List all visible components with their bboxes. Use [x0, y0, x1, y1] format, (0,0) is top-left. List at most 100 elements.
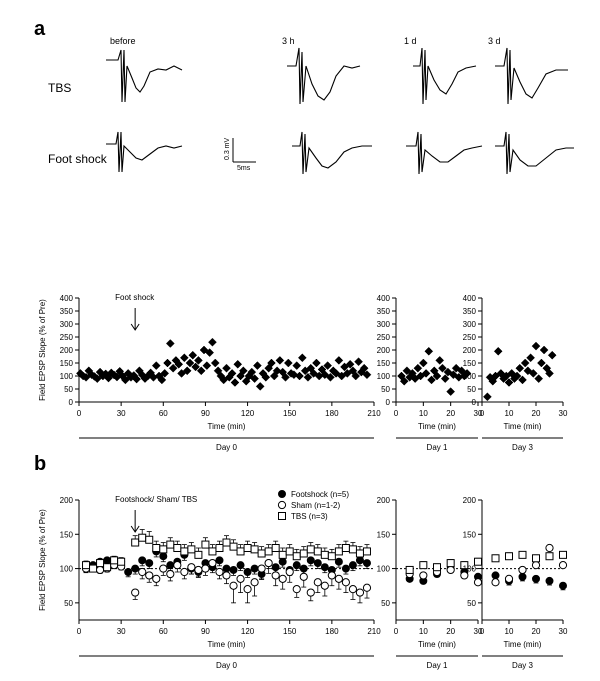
x-tick-label: 60 [159, 627, 168, 636]
data-point [250, 578, 259, 587]
data-point [292, 361, 302, 370]
data-point [215, 567, 224, 577]
x-axis-label: Time (min) [418, 422, 456, 431]
data-point [117, 557, 126, 566]
data-point [151, 361, 161, 370]
annotation-arrow-head [130, 323, 140, 331]
data-point [327, 552, 336, 561]
data-point [157, 375, 167, 385]
data-point [320, 581, 329, 590]
data-point [327, 571, 336, 580]
data-point [295, 371, 304, 381]
y-tick-label: 50 [467, 385, 476, 394]
y-tick-label: 400 [377, 294, 391, 303]
data-point [345, 359, 355, 369]
data-point [348, 561, 357, 570]
data-point [491, 554, 500, 563]
data-point [278, 557, 287, 566]
x-tick-label: 30 [117, 627, 126, 636]
data-point [138, 567, 147, 577]
data-point [239, 366, 248, 376]
x-tick-label: 20 [532, 627, 541, 636]
x-tick-label: 90 [201, 409, 210, 418]
data-point [419, 571, 428, 580]
data-point [341, 578, 351, 587]
x-tick-label: 20 [532, 409, 541, 418]
y-tick-label: 300 [377, 320, 391, 329]
data-point [275, 356, 285, 365]
data-point [559, 581, 568, 590]
data-point [229, 542, 238, 551]
data-point [320, 550, 329, 559]
chart-b-day3: 50 100 150 200 0 10 20 30 Time (min) Day 3 [463, 496, 568, 670]
data-point [96, 559, 105, 568]
chart-a-day3: 0 50 100 150 200 250 300 350 400 0 10 20 30 Time (min… [463, 294, 568, 452]
data-point [233, 359, 243, 369]
data-point [334, 574, 343, 583]
x-tick-label: 0 [480, 409, 485, 418]
annotation-arrow-head [130, 525, 140, 533]
trace-tbs-1d [413, 47, 477, 105]
data-point [222, 571, 231, 580]
trace-tbs-3d [495, 47, 568, 105]
data-point [283, 358, 293, 368]
y-axis-label: Field EPSP Slope (% of Pre) [38, 509, 47, 611]
data-point [518, 550, 527, 559]
trace-row-label-tbs: TBS [48, 81, 71, 95]
data-point [462, 369, 472, 378]
data-point [227, 369, 237, 378]
data-point [229, 565, 238, 574]
legend-label: Sham (n=1-2) [291, 501, 340, 510]
x-tick-label: 150 [283, 409, 297, 418]
data-point [348, 585, 358, 594]
y-tick-label: 50 [64, 599, 73, 608]
data-point [173, 544, 182, 552]
x-tick-label: 0 [394, 409, 399, 418]
x-tick-label: 0 [77, 627, 82, 636]
data-point [255, 382, 265, 391]
period-label: Day 1 [427, 661, 448, 670]
data-point [229, 581, 238, 590]
data-point [505, 552, 513, 561]
data-point [515, 363, 525, 373]
data-point [334, 557, 343, 566]
y-tick-label: 250 [463, 333, 477, 342]
y-tick-label: 250 [377, 333, 391, 342]
trace-col-label-before: before [110, 36, 136, 46]
data-point [418, 358, 428, 368]
data-point [201, 540, 210, 549]
x-tick-label: 0 [394, 627, 399, 636]
trace-recordings [106, 47, 574, 175]
data-point [405, 565, 414, 574]
data-point [168, 363, 178, 373]
data-point [132, 374, 141, 384]
data-point [341, 544, 350, 552]
legend-marker [277, 500, 287, 510]
data-point [201, 564, 210, 573]
data-point [166, 540, 175, 549]
data-point [491, 571, 500, 580]
data-point [250, 564, 259, 573]
data-point [131, 564, 140, 573]
scale-bar-vertical-label: 0.3 mV [224, 137, 231, 160]
data-point [432, 371, 442, 381]
data-point [298, 353, 307, 363]
data-point [491, 578, 500, 587]
y-tick-label: 50 [64, 385, 73, 394]
data-point [160, 369, 170, 378]
data-point [362, 583, 372, 592]
y-tick-label: 0 [69, 398, 74, 407]
x-tick-label: 0 [480, 627, 485, 636]
data-point [138, 556, 147, 565]
data-point [334, 547, 343, 556]
data-point [110, 556, 119, 565]
y-tick-label: 150 [60, 530, 74, 539]
y-tick-label: 100 [377, 372, 391, 381]
data-point [537, 358, 546, 368]
x-tick-label: 20 [446, 409, 455, 418]
data-point [292, 552, 301, 561]
chart-b-day1: 50 100 150 200 0 10 20 30 Time (min) Day 1 [377, 496, 483, 670]
data-point [446, 387, 456, 396]
y-tick-label: 200 [60, 496, 74, 505]
